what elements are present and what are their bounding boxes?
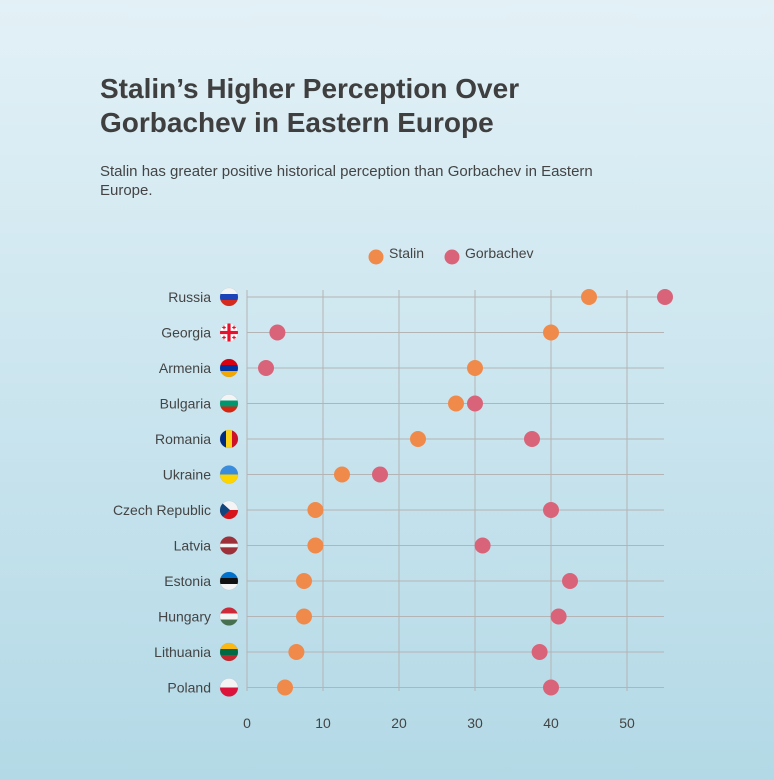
data-point-gorbachev[interactable]	[474, 537, 491, 554]
x-tick-label: 10	[315, 715, 331, 731]
bulgaria-flag-icon	[219, 394, 239, 413]
category-label: Estonia	[164, 573, 211, 589]
data-point-gorbachev[interactable]	[372, 466, 388, 483]
lithuania-flag-icon	[219, 642, 239, 662]
grid	[246, 290, 664, 691]
data-point-gorbachev[interactable]	[524, 431, 540, 447]
data-point-stalin[interactable]	[296, 608, 312, 625]
x-tick-label: 40	[543, 715, 559, 731]
estonia-flag-icon	[219, 571, 239, 591]
x-tick-label: 50	[619, 715, 635, 731]
data-point-stalin[interactable]	[334, 466, 350, 483]
armenia-flag-icon	[219, 358, 239, 378]
latvia-flag-icon	[219, 536, 239, 555]
data-point-stalin[interactable]	[296, 573, 312, 589]
data-point-stalin[interactable]	[581, 289, 597, 305]
x-axis-ticks: 0 10 20 30 40 50	[243, 715, 635, 731]
category-label: Bulgaria	[160, 396, 212, 412]
legend-marker-stalin	[368, 249, 384, 265]
data-point-stalin[interactable]	[307, 502, 324, 518]
data-point-stalin[interactable]	[543, 324, 559, 341]
category-label: Hungary	[158, 609, 211, 625]
data-point-gorbachev[interactable]	[562, 573, 578, 589]
category-label: Lithuania	[154, 644, 211, 660]
data-point-gorbachev[interactable]	[543, 502, 559, 518]
data-point-stalin[interactable]	[288, 644, 305, 660]
category-label: Latvia	[174, 538, 212, 554]
x-tick-label: 20	[391, 715, 407, 731]
data-point-gorbachev[interactable]	[531, 644, 548, 660]
georgia-flag-icon	[219, 323, 239, 342]
data-point-stalin[interactable]	[448, 395, 464, 412]
category-label: Georgia	[161, 325, 211, 341]
russia-flag-icon	[219, 287, 239, 307]
category-label: Armenia	[159, 360, 211, 376]
legend-marker-gorbachev	[444, 249, 460, 265]
data-point-stalin[interactable]	[307, 537, 324, 554]
chart-subtitle: Stalin has greater positive historical p…	[100, 163, 593, 199]
data-points	[258, 289, 673, 696]
legend: Stalin Gorbachev	[368, 245, 533, 265]
romania-flag-icon	[219, 429, 239, 449]
category-label: Poland	[167, 680, 211, 696]
category-label: Romania	[155, 431, 211, 447]
data-point-gorbachev[interactable]	[258, 360, 274, 376]
legend-label-gorbachev: Gorbachev	[465, 245, 533, 261]
x-tick-label: 30	[467, 715, 483, 731]
data-point-gorbachev[interactable]	[543, 679, 559, 696]
hungary-flag-icon	[219, 607, 239, 626]
data-point-stalin[interactable]	[467, 360, 483, 376]
czech-flag-icon	[219, 500, 239, 520]
category-label: Czech Republic	[113, 502, 211, 518]
poland-flag-icon	[219, 678, 239, 697]
ukraine-flag-icon	[219, 465, 239, 484]
category-rows: Russia Georgia Armenia Bulgaria Romania Ukrai…	[113, 287, 239, 697]
data-point-gorbachev[interactable]	[657, 289, 673, 305]
data-point-gorbachev[interactable]	[269, 324, 286, 341]
x-tick-label: 0	[243, 715, 251, 731]
data-point-gorbachev[interactable]	[467, 395, 483, 412]
legend-label-stalin: Stalin	[389, 245, 424, 261]
data-point-stalin[interactable]	[277, 679, 293, 696]
category-label: Ukraine	[163, 467, 211, 483]
data-point-stalin[interactable]	[410, 431, 426, 447]
chart-title: Stalin’s Higher Perception Over Gorbache…	[100, 73, 520, 138]
data-point-gorbachev[interactable]	[550, 608, 567, 625]
category-label: Russia	[168, 289, 211, 305]
